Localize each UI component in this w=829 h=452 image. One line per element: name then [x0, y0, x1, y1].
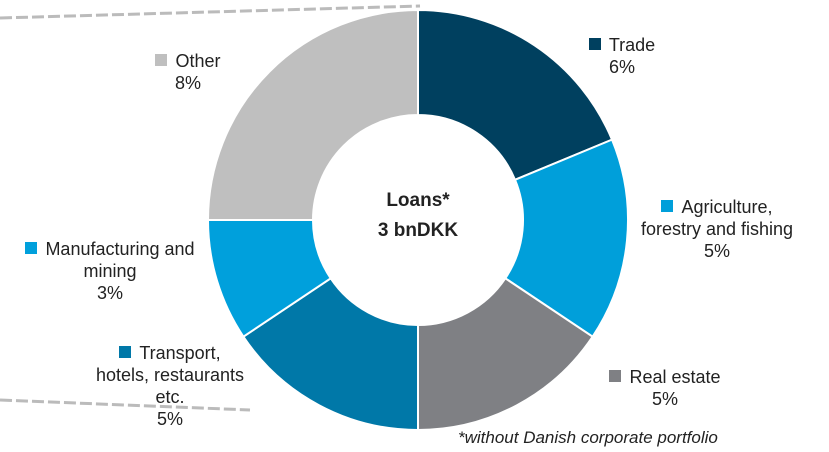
- donut-segment: [417, 276, 594, 432]
- slice-label: Transport, hotels, restaurants etc. 5%: [95, 342, 245, 430]
- label-name-line: Agriculture, forestry and fishing: [632, 196, 802, 240]
- slice-label: Manufacturing and mining 3%: [10, 238, 210, 304]
- value-label: 5%: [156, 409, 183, 429]
- slice-label: Trade 6%: [562, 34, 682, 78]
- footnote: *without Danish corporate portfolio: [458, 428, 718, 447]
- donut-segment: [242, 276, 419, 432]
- label-name-line: Manufacturing and mining: [10, 238, 210, 282]
- legend-label: Agriculture, forestry and fishing: [640, 197, 794, 239]
- legend-swatch: [119, 346, 132, 358]
- value-label: 6%: [608, 57, 635, 77]
- legend-swatch: [588, 38, 601, 50]
- slice-label: Agriculture, forestry and fishing 5%: [632, 196, 802, 262]
- legend-label: Manufacturing and mining: [45, 239, 195, 281]
- legend-swatch: [25, 242, 38, 254]
- label-name-line: Real estate: [580, 366, 750, 388]
- legend-swatch: [155, 54, 168, 66]
- donut-segment: [417, 8, 614, 182]
- value-label: 3%: [96, 283, 123, 303]
- slice-label: Real estate 5%: [580, 366, 750, 410]
- value-label: 5%: [651, 389, 678, 409]
- donut-segment: [206, 8, 419, 221]
- legend-label: Transport, hotels, restaurants etc.: [95, 343, 245, 407]
- label-name-line: Trade: [562, 34, 682, 56]
- legend-swatch: [661, 200, 674, 212]
- center-line: Loans*: [386, 190, 450, 211]
- legend-label: Real estate: [629, 367, 721, 387]
- center-label: Loans* 3 bnDKK: [348, 186, 488, 246]
- donut-segment: [503, 138, 629, 339]
- slice-label: Other 8%: [128, 50, 248, 94]
- legend-label: Trade: [608, 35, 656, 55]
- connector-line: [0, 4, 421, 20]
- connector-line: [0, 398, 251, 412]
- value-label: 8%: [174, 73, 201, 93]
- legend-swatch: [609, 370, 622, 382]
- center-line: 3 bnDKK: [377, 220, 459, 241]
- label-name-line: Other: [128, 50, 248, 72]
- legend-label: Other: [175, 51, 221, 71]
- value-label: 5%: [703, 241, 730, 261]
- label-name-line: Transport, hotels, restaurants etc.: [95, 342, 245, 408]
